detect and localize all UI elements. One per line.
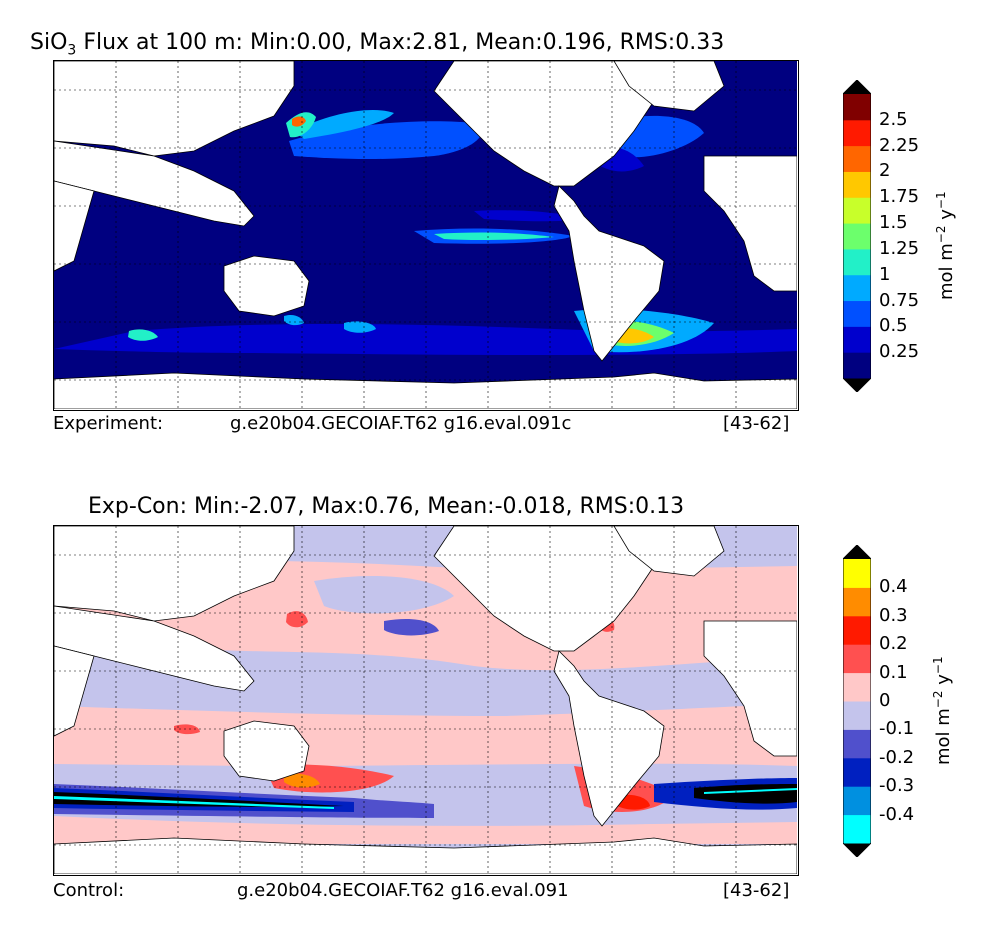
top-colorbar-segment: [843, 274, 871, 302]
bottom-colorbar-segment: [843, 615, 871, 645]
bottom-unit-main: mol m: [933, 708, 954, 765]
bottom-colorbar-segment: [843, 814, 871, 844]
top-map: [53, 60, 799, 411]
top-colorbar-segment: [843, 145, 871, 172]
bottom-colorbar-tick-label: -0.3: [879, 775, 915, 797]
bottom-colorbar-segment: [843, 644, 871, 674]
bottom-colorbar-segment: [843, 729, 871, 759]
top-colorbar-segment: [843, 300, 871, 327]
top-footer-case: g.e20b04.GECOIAF.T62 g16.eval.091c: [230, 413, 572, 434]
bottom-colorbar: [842, 544, 872, 858]
top-colorbar-tick-label: 0.75: [879, 289, 920, 311]
bottom-colorbar-tick-label: 0.3: [879, 604, 908, 626]
bottom-colorbar-unit: mol m−2 y−1: [931, 656, 954, 765]
bottom-colorbar-segment: [843, 559, 871, 588]
bottom-colorbar-segment: [843, 701, 871, 730]
bottom-colorbar-segment: [843, 587, 871, 617]
bottom-footer-label: Control:: [53, 880, 125, 901]
bottom-colorbar-tick-label: 0: [879, 690, 891, 711]
top-colorbar-under-triangle: [843, 378, 871, 392]
bottom-colorbar-tick-label: -0.1: [879, 718, 915, 740]
bottom-colorbar-tick-label: 0.2: [879, 633, 908, 655]
top-colorbar-tick-label: 2: [879, 160, 891, 182]
top-colorbar: [842, 79, 872, 393]
bottom-colorbar-over-triangle: [843, 545, 871, 559]
top-colorbar-tick-label: 2.5: [879, 108, 908, 130]
bottom-unit-exp2: −1: [931, 656, 945, 675]
bottom-colorbar-under-triangle: [843, 843, 871, 857]
top-colorbar-tick-label: 1.75: [879, 186, 920, 208]
bottom-colorbar-segment: [843, 786, 871, 816]
top-footer-years: [43-62]: [723, 413, 790, 434]
bottom-map: [53, 525, 799, 876]
top-colorbar-tick-label: 0.5: [879, 315, 908, 337]
bottom-colorbar-tick-label: -0.2: [879, 746, 915, 768]
top-title-subscript: 3: [67, 42, 77, 59]
top-colorbar-tick-label: 1.25: [879, 237, 920, 259]
top-colorbar-unit: mol m−2 y−1: [934, 191, 957, 300]
bottom-colorbar-segment: [843, 757, 871, 787]
top-colorbar-segment: [843, 197, 871, 224]
top-colorbar-tick-label: 0.25: [879, 341, 920, 363]
top-footer-label: Experiment:: [53, 413, 164, 434]
top-colorbar-tick-label: 2.25: [879, 134, 920, 156]
top-colorbar-over-triangle: [843, 80, 871, 94]
top-panel-title: SiO3 Flux at 100 m: Min:0.00, Max:2.81, …: [30, 30, 724, 58]
bottom-colorbar-tick-label: 0.1: [879, 661, 908, 683]
bottom-panel-title: Exp-Con: Min:-2.07, Max:0.76, Mean:-0.01…: [88, 494, 685, 519]
bottom-footer-case: g.e20b04.GECOIAF.T62 g16.eval.091: [237, 880, 569, 901]
top-colorbar-segment: [843, 326, 871, 353]
top-unit-main: mol m: [936, 243, 957, 300]
top-colorbar-tick-label: 1.5: [879, 212, 908, 234]
top-unit-exp2: −1: [934, 191, 948, 210]
bottom-colorbar-tick-label: -0.4: [879, 803, 915, 825]
top-title-prefix: SiO: [30, 30, 68, 55]
bottom-unit-mid: y: [933, 674, 954, 691]
bottom-footer-years: [43-62]: [723, 880, 790, 901]
bottom-colorbar-segment: [843, 672, 871, 702]
top-unit-mid: y: [936, 209, 957, 226]
bottom-unit-exp1: −2: [931, 690, 945, 709]
top-title-rest: Flux at 100 m: Min:0.00, Max:2.81, Mean:…: [76, 30, 725, 55]
top-unit-exp1: −2: [934, 225, 948, 244]
top-colorbar-segment: [843, 248, 871, 276]
top-colorbar-segment: [843, 223, 871, 250]
top-colorbar-segment: [843, 352, 871, 379]
bottom-colorbar-tick-label: 0.4: [879, 576, 908, 598]
top-colorbar-segment: [843, 171, 871, 198]
top-colorbar-segment: [843, 119, 871, 147]
top-colorbar-tick-label: 1: [879, 263, 891, 285]
top-colorbar-segment: [843, 94, 871, 121]
